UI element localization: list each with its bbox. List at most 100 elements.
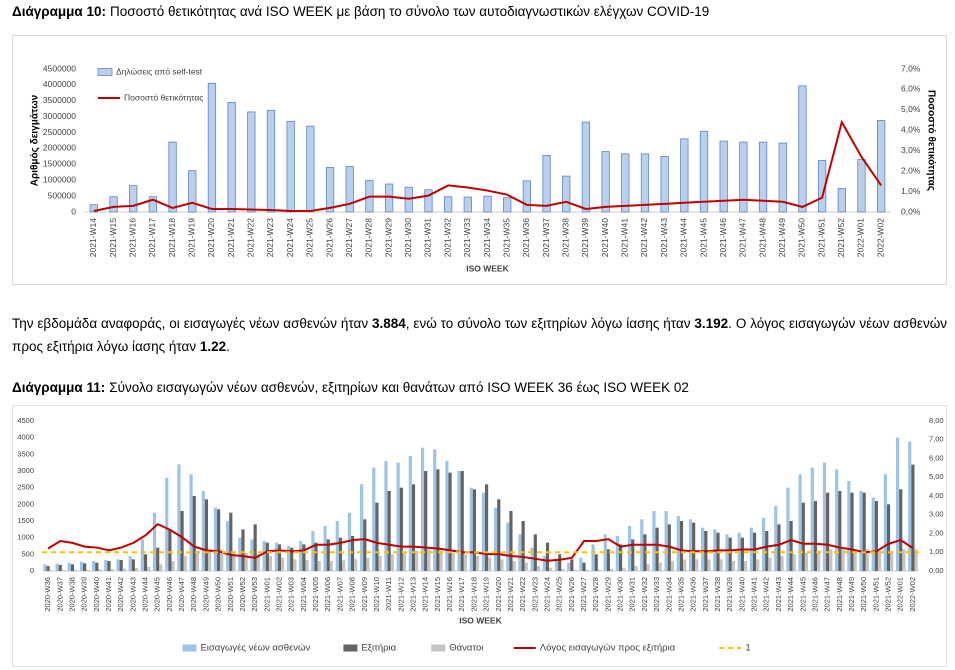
legend-label: Δηλώσεις από self-test [116, 66, 203, 76]
caption-title: Ποσοστό θετικότητας ανά ISO WEEK με βάση… [110, 4, 710, 19]
x-tick-label: 2020-W42 [116, 577, 125, 612]
bar [688, 519, 693, 571]
bar [801, 502, 805, 571]
y2-tick-label: 2,00 [929, 528, 944, 537]
bar [375, 502, 379, 571]
bar [822, 462, 827, 571]
y-tick-label: 500 [21, 549, 34, 558]
x-tick-label: 2021-W52 [836, 218, 846, 257]
y-tick-label: 3000000 [43, 111, 76, 121]
bar [895, 437, 900, 571]
bar [463, 196, 472, 213]
y-tick-label: 500000 [48, 190, 77, 200]
bar [500, 559, 504, 571]
caption-label: Διάγραμμα 11: [12, 380, 106, 395]
bar [140, 539, 144, 571]
bar [241, 529, 245, 571]
bar [250, 539, 254, 571]
x-tick-label: 2021-W52 [884, 577, 893, 612]
y2-tick-label: 7,00 [929, 435, 944, 444]
bar [472, 489, 476, 571]
bar [156, 547, 160, 571]
bar [439, 551, 443, 571]
bar [372, 467, 376, 571]
bar [277, 544, 282, 571]
x-tick-label: 2021-W15 [108, 218, 118, 257]
x-tick-label: 2021-W08 [348, 577, 357, 612]
x-tick-label: 2020-W53 [250, 577, 259, 612]
bar [274, 542, 278, 571]
bar [512, 561, 516, 571]
x-tick-label: 2021-W17 [147, 218, 157, 257]
x-tick-label: 2020-W43 [128, 577, 137, 612]
bar [740, 537, 744, 571]
caption: Διάγραμμα 11: Σύνολο εισαγωγών νέων ασθεν… [12, 380, 689, 395]
x-tick-label: 2021-W39 [580, 218, 590, 257]
x-tick-label: 2021-W26 [567, 577, 576, 612]
x-tick-label: 2021-W42 [762, 577, 771, 612]
bar [570, 559, 574, 571]
bar [810, 467, 814, 571]
bar [306, 125, 315, 213]
x-tick-label: 2021-W27 [579, 577, 588, 612]
bar [443, 196, 453, 213]
bar [107, 561, 111, 571]
x-tick-label: 2022-W01 [896, 577, 905, 612]
x-tick-label: 2021-W04 [299, 577, 308, 612]
bar [859, 491, 863, 571]
bar [128, 556, 132, 571]
y-tick-label: 1000 [17, 533, 34, 542]
paragraph: Την εβδομάδα αναφοράς, οι εισαγωγές νέων… [12, 312, 947, 358]
bar [451, 552, 455, 571]
bar [739, 141, 748, 213]
x-tick-label: 2021-W40 [600, 218, 610, 257]
x-tick-label: 2021-W27 [344, 218, 354, 257]
bar [813, 501, 818, 571]
legend-swatch [97, 68, 113, 76]
bar [798, 85, 807, 213]
bar [838, 491, 842, 571]
bar [408, 456, 412, 571]
bar [731, 561, 735, 571]
x-tick-label: 2021-W21 [226, 218, 236, 257]
x-tick-label: 2021-W41 [620, 218, 630, 257]
x-tick-label: 2021-W02 [275, 577, 284, 612]
x-tick-label: 2021-W16 [127, 218, 137, 257]
y2-tick-label: 3,00 [929, 510, 944, 519]
x-tick-label: 2020-W36 [43, 577, 52, 612]
bar [874, 501, 878, 571]
x-tick-label: 2021-W15 [433, 577, 442, 612]
bar [363, 519, 367, 571]
bar [281, 557, 285, 571]
y2-tick-label: 7,0% [901, 63, 921, 73]
bar [521, 521, 525, 571]
bar [660, 155, 669, 213]
x-tick-label: 2020-W40 [92, 577, 101, 612]
bar [488, 557, 492, 571]
x-tick-label: 2021-W34 [664, 577, 673, 612]
bar [238, 537, 242, 571]
bar [594, 554, 598, 571]
bar [804, 552, 809, 571]
x-tick-label: 2021-W32 [442, 218, 452, 257]
bar [433, 449, 437, 571]
bar [79, 561, 84, 571]
bar [481, 492, 486, 571]
y2-tick-label: 3,0% [901, 145, 921, 155]
legend-swatch [343, 644, 358, 652]
bar [177, 464, 181, 571]
bar [460, 471, 464, 571]
bar [622, 567, 626, 571]
y2-axis-title: Ποσοστό θετικότητας [925, 90, 936, 191]
bar [286, 121, 295, 213]
bar [457, 471, 461, 571]
x-tick-label: 2021-W31 [423, 218, 433, 257]
x-tick-label: 2021-W48 [835, 577, 844, 612]
x-tick-label: 2021-W22 [518, 577, 527, 612]
x-tick-label: 2021-W24 [285, 218, 295, 257]
x-tick-label: 2021-W38 [713, 577, 722, 612]
x-tick-label: 2021-W16 [445, 577, 454, 612]
bar [533, 534, 537, 571]
bar [378, 556, 382, 571]
x-tick-label: 2021-W28 [364, 218, 374, 257]
